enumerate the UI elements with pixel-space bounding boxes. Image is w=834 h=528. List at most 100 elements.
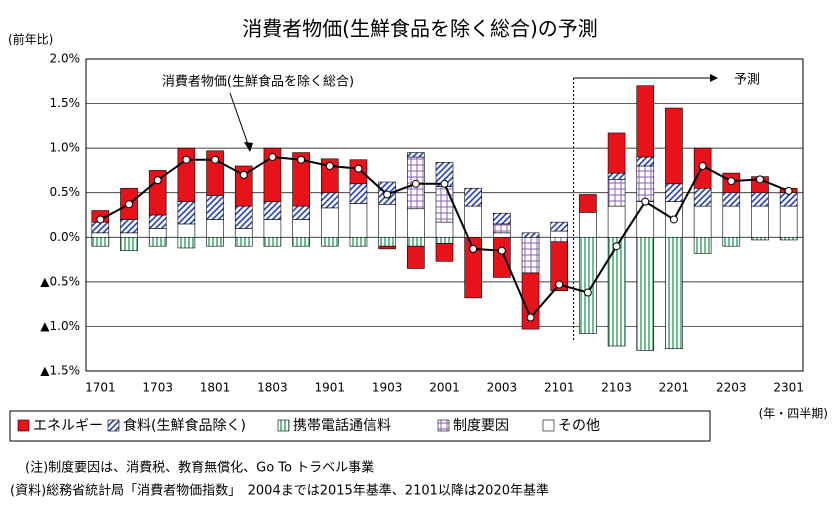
bar-segment: [579, 194, 597, 213]
bar-segment: [378, 204, 396, 238]
cpi-point: [125, 200, 134, 209]
bar-segment: [148, 170, 167, 216]
bar-segment: [206, 219, 224, 238]
cpi-point: [354, 164, 363, 173]
bar-segment: [263, 236, 282, 247]
bar-segment: [493, 236, 511, 278]
bar-segment: [148, 228, 167, 238]
legend-label: その他: [558, 418, 600, 434]
legend-label: エネルギー: [33, 418, 103, 434]
cpi-point: [612, 242, 621, 251]
cpi-point: [583, 288, 592, 297]
cpi-point: [641, 197, 650, 206]
bar-segment: [91, 236, 110, 247]
bar-segment: [665, 183, 683, 202]
x-tick-label: 2203: [716, 381, 747, 395]
bar-segment: [177, 223, 196, 238]
bar-segment: [148, 214, 167, 229]
bar-segment: [722, 205, 741, 238]
y-tick-label: 0.5%: [50, 185, 81, 199]
forecast-annotation: 予測: [734, 73, 760, 88]
x-tick-label: 1701: [85, 381, 116, 395]
cpi-point: [440, 179, 449, 188]
bar-segment: [206, 195, 224, 220]
bar-segment: [320, 207, 339, 238]
bar-segment: [521, 232, 540, 238]
bar-segment: [636, 236, 655, 351]
bar-segment: [234, 228, 253, 238]
note: (資料)総務省統計局「消費者物価指数」 2004までは2015年基準、2101以…: [10, 483, 549, 499]
bar-segment: [636, 201, 655, 238]
bar-segment: [292, 205, 310, 220]
bar-segment: [751, 192, 769, 207]
y-tick-label: ▲1.5%: [40, 364, 80, 378]
x-tick-label: 1903: [372, 381, 403, 395]
bar-segment: [751, 205, 769, 238]
bar-segment: [177, 236, 196, 249]
bar-segment: [292, 152, 310, 207]
bar-segment: [120, 236, 138, 251]
bar-segment: [435, 236, 454, 244]
bar-segment: [206, 236, 224, 247]
legend-swatch: [107, 419, 120, 432]
cpi-point: [211, 155, 220, 164]
forecast-arrowhead: [710, 74, 718, 82]
cpi-point: [755, 175, 764, 184]
legend-box: [9, 410, 711, 442]
bar-segment: [349, 203, 368, 238]
bar-segment: [464, 236, 482, 299]
bar-segment: [407, 236, 425, 247]
bar-segment: [550, 230, 569, 238]
x-tick-label: 2301: [773, 381, 804, 395]
cpi-point: [325, 161, 334, 170]
bar-segment: [349, 236, 368, 247]
bar-segment: [665, 236, 683, 350]
legend-swatch: [437, 419, 450, 432]
bar-segment: [435, 186, 454, 223]
bar-segment: [550, 236, 569, 243]
cpi-point: [497, 246, 506, 255]
bar-segment: [722, 236, 741, 247]
legend-swatch: [277, 419, 290, 432]
plot-frame: [85, 58, 804, 372]
cpi-point: [297, 155, 306, 164]
bar-segment: [521, 272, 540, 330]
bar-segment: [91, 232, 110, 238]
bar-segment: [320, 192, 339, 209]
cpi-point: [727, 177, 736, 186]
bar-segment: [234, 165, 253, 207]
legend-label: 食料(生鮮食品除く): [123, 417, 246, 434]
y-tick-label: ▲1.0%: [40, 319, 80, 333]
y-axis-label: (前年比): [8, 32, 53, 47]
bar-segment: [234, 236, 253, 247]
bar-segment: [407, 152, 425, 158]
bar-segment: [91, 221, 110, 234]
bar-segment: [579, 212, 597, 238]
y-tick-label: 1.0%: [50, 141, 81, 155]
bar-segment: [607, 236, 626, 347]
bar-segment: [120, 219, 138, 234]
bar-segment: [148, 236, 167, 247]
bar-segment: [493, 212, 511, 225]
cpi-point: [239, 170, 248, 179]
cpi-point: [182, 155, 191, 164]
bar-segment: [435, 221, 454, 238]
cpi-point: [96, 215, 105, 224]
bar-segment: [550, 221, 569, 232]
cpi-point: [784, 186, 793, 195]
cpi-point: [153, 176, 162, 185]
bar-segment: [521, 236, 540, 274]
x-tick-label: 2103: [601, 381, 632, 395]
x-tick-label: 2001: [429, 381, 460, 395]
bar-segment: [263, 147, 282, 202]
x-tick-label: 1801: [200, 381, 231, 395]
legend-label: 制度要因: [453, 418, 509, 434]
cpi-point: [526, 313, 535, 322]
bar-segment: [693, 205, 712, 238]
bar-segment: [693, 236, 712, 254]
bar-segment: [493, 223, 511, 234]
bar-segment: [120, 232, 138, 238]
annotation-arrow: [229, 92, 251, 151]
chart-title: 消費者物価(生鮮食品を除く総合)の予測: [242, 17, 598, 41]
x-tick-label: 2003: [487, 381, 518, 395]
